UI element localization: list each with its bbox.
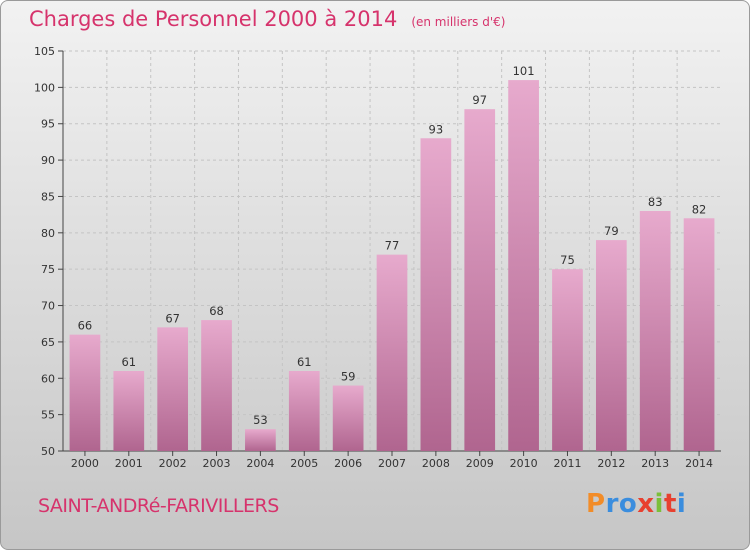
y-tick-label: 95 (41, 118, 55, 131)
logo-letter: i (654, 489, 664, 519)
x-tick-label: 2013 (641, 457, 669, 470)
data-label-2001: 61 (121, 355, 136, 369)
logo-letter: t (663, 489, 677, 519)
logo-letter: P (586, 489, 606, 519)
bar-2009 (464, 109, 496, 451)
data-label-2012: 79 (604, 224, 619, 238)
x-tick-label: 2003 (203, 457, 231, 470)
chart-title-text: Charges de Personnel 2000 à 2014 (29, 7, 398, 31)
data-label-2005: 61 (297, 355, 312, 369)
x-tick-label: 2011 (553, 457, 581, 470)
y-tick-label: 90 (41, 154, 55, 167)
bar-2013 (639, 211, 671, 451)
bar-2002 (157, 327, 189, 451)
data-label-2007: 77 (385, 239, 400, 253)
y-tick-label: 85 (41, 190, 55, 203)
x-tick-label: 2004 (246, 457, 274, 470)
x-tick-label: 2010 (510, 457, 538, 470)
data-label-2010: 101 (513, 64, 535, 78)
x-tick-label: 2001 (115, 457, 143, 470)
y-tick-label: 75 (41, 263, 55, 276)
bars (69, 80, 715, 452)
bar-2001 (113, 371, 145, 451)
x-tick-label: 2008 (422, 457, 450, 470)
y-tick-label: 60 (41, 372, 55, 385)
logo-letter: r (605, 489, 619, 519)
x-tick-label: 2006 (334, 457, 362, 470)
data-label-2002: 67 (165, 311, 180, 325)
data-label-2014: 82 (692, 202, 707, 216)
bar-2006 (332, 385, 364, 451)
data-label-2004: 53 (253, 413, 268, 427)
chart-unit: (en milliers d'€) (411, 15, 506, 29)
y-tick-label: 70 (41, 300, 55, 313)
chart-title: Charges de Personnel 2000 à 2014 (en mill… (29, 7, 505, 31)
bar-2012 (595, 240, 627, 451)
y-tick-label: 105 (34, 45, 55, 58)
x-tick-label: 2009 (466, 457, 494, 470)
bar-2014 (683, 218, 715, 451)
y-tick-label: 100 (34, 81, 55, 94)
commune-name: SAINT-ANDRé-FARIVILLERS (38, 495, 279, 517)
y-tick-label: 55 (41, 409, 55, 422)
bar-2010 (508, 80, 539, 451)
y-tick-label: 50 (41, 445, 55, 458)
bar-2011 (552, 269, 583, 451)
x-tick-label: 2000 (71, 457, 99, 470)
y-tick-label: 65 (41, 336, 55, 349)
bar-2007 (376, 254, 408, 451)
x-tick-label: 2007 (378, 457, 406, 470)
y-tick-label: 80 (41, 227, 55, 240)
x-tick-label: 2005 (290, 457, 318, 470)
bar-2005 (288, 371, 320, 451)
labels: 66 2000 61 2001 67 2002 68 2003 53 2004 61 2005 59 20… (71, 64, 713, 470)
x-tick-label: 2014 (685, 457, 713, 470)
data-label-2009: 97 (472, 93, 487, 107)
logo-letter: i (676, 489, 687, 519)
proxiti-logo: Proxiti (586, 489, 686, 519)
data-label-2013: 83 (648, 195, 663, 209)
x-tick-label: 2012 (597, 457, 625, 470)
bar-2000 (69, 334, 101, 451)
bar-2004 (245, 429, 276, 451)
x-tick-label: 2002 (159, 457, 187, 470)
data-label-2000: 66 (78, 319, 93, 333)
data-label-2008: 93 (429, 122, 444, 136)
logo-letter: o (618, 489, 638, 519)
bar-2008 (420, 138, 452, 452)
logo-letter: x (637, 489, 655, 519)
data-label-2003: 68 (209, 304, 224, 318)
bar-2003 (201, 320, 232, 451)
data-label-2011: 75 (560, 253, 575, 267)
data-label-2006: 59 (341, 370, 356, 384)
